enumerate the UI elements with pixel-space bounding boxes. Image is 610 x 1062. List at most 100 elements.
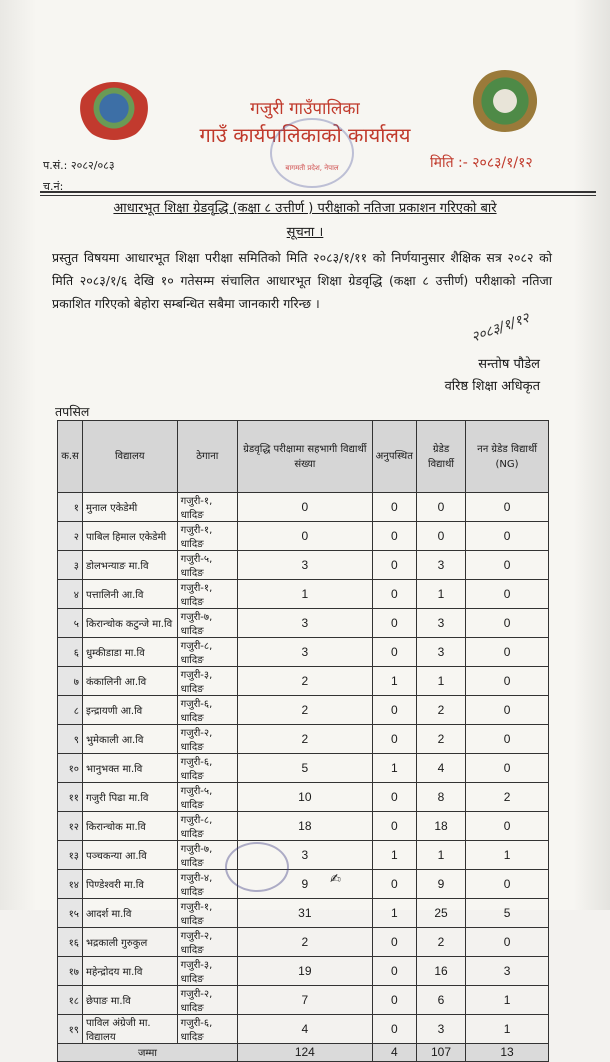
total-label: जम्मा xyxy=(56,1043,239,1062)
column-header: नन ग्रेडेड विद्यार्थी (NG) xyxy=(465,420,549,493)
table-row: ११ गजुरी पिढा मा.वि गजुरी-५, धादिङ 10 0 8 2 xyxy=(57,782,549,812)
signer-title: वरिष्ठ शिक्षा अधिकृत xyxy=(444,379,540,394)
absent-cell: 1 xyxy=(371,840,417,870)
absent-cell: 0 xyxy=(371,695,417,725)
participants-cell: 3 xyxy=(237,550,373,580)
participants-cell: 3 xyxy=(237,608,373,638)
absent-cell: 0 xyxy=(371,579,417,609)
graded-cell: 25 xyxy=(415,898,467,928)
graded-cell: 1 xyxy=(415,579,467,609)
address-cell: गजुरी-३, धादिङ xyxy=(176,666,239,696)
address-cell: गजुरी-६, धादिङ xyxy=(176,1014,239,1044)
participants-cell: 4 xyxy=(237,1014,373,1044)
school-cell: पाबिल हिमाल एकेडेमी xyxy=(82,521,178,551)
signature-bottom-mark: ✍ xyxy=(330,872,341,887)
graded-cell: 3 xyxy=(415,1014,467,1044)
school-cell: महेन्द्रोदय मा.वि xyxy=(82,956,178,986)
address-cell: गजुरी-६, धादिङ xyxy=(176,695,239,725)
school-cell: इन्द्रायणी आ.वि xyxy=(82,695,178,725)
non-graded-cell: 0 xyxy=(465,724,549,754)
participants-cell: 10 xyxy=(237,782,373,812)
participants-cell: 2 xyxy=(237,666,373,696)
office-stamp-bottom xyxy=(225,842,289,892)
table-row: १७ महेन्द्रोदय मा.वि गजुरी-३, धादिङ 19 0 16 3 xyxy=(57,956,549,986)
column-header: ग्रेडवृद्धि परीक्षामा सहभागी विद्यार्थी … xyxy=(237,420,373,493)
address-cell: गजुरी-२, धादिङ xyxy=(176,985,239,1015)
column-header: ग्रेडेड विद्यार्थी xyxy=(415,420,467,493)
graded-cell: 8 xyxy=(415,782,467,812)
graded-cell: 16 xyxy=(415,956,467,986)
non-graded-cell: 0 xyxy=(465,811,549,841)
serial-cell: २ xyxy=(57,521,83,551)
graded-cell: 2 xyxy=(415,695,467,725)
column-header: विद्यालय xyxy=(82,420,178,493)
table-row: १६ भद्रकाली गुरुकुल गजुरी-२, धादिङ 2 0 2 0 xyxy=(57,927,549,957)
office-stamp: बागमती प्रदेश, नेपाल xyxy=(270,118,354,188)
address-cell: गजुरी-७, धादिङ xyxy=(176,608,239,638)
participants-cell: 2 xyxy=(237,927,373,957)
school-cell: पञ्चकन्या आ.वि xyxy=(82,840,178,870)
table-row: १५ आदर्श मा.वि गजुरी-१, धादिङ 31 1 25 5 xyxy=(57,898,549,928)
absent-cell: 0 xyxy=(371,782,417,812)
total-value: 124 xyxy=(237,1043,373,1062)
serial-cell: १ xyxy=(57,492,83,522)
school-cell: पिण्डेश्वरी मा.वि xyxy=(82,869,178,899)
graded-cell: 3 xyxy=(415,637,467,667)
school-cell: गजुरी पिढा मा.वि xyxy=(82,782,178,812)
school-cell: छेपाङ मा.वि xyxy=(82,985,178,1015)
address-cell: गजुरी-१, धादिङ xyxy=(176,492,239,522)
serial-cell: ९ xyxy=(57,724,83,754)
school-cell: मुनाल एकेडेमी xyxy=(82,492,178,522)
total-value: 107 xyxy=(415,1043,467,1062)
header-divider-thin xyxy=(40,195,596,196)
absent-cell: 0 xyxy=(371,550,417,580)
school-cell: भुमेकाली आ.वि xyxy=(82,724,178,754)
table-header-row: क.स विद्यालय ठेगाना ग्रेडवृद्धि परीक्षामा स… xyxy=(57,420,549,493)
dispatch-number: च.नं: xyxy=(43,180,64,193)
address-cell: गजुरी-५, धादिङ xyxy=(176,782,239,812)
school-cell: पत्तालिनी आ.वि xyxy=(82,579,178,609)
school-cell: धुम्कीडाडा मा.वि xyxy=(82,637,178,667)
participants-cell: 0 xyxy=(237,521,373,551)
school-cell: डोलभन्याङ मा.वि xyxy=(82,550,178,580)
table-row: ६ धुम्कीडाडा मा.वि गजुरी-८, धादिङ 3 0 3 0 xyxy=(57,637,549,667)
table-row: १९ पाविल अंग्रेजी मा. विद्यालय गजुरी-६, धा… xyxy=(57,1014,549,1044)
non-graded-cell: 0 xyxy=(465,637,549,667)
graded-cell: 1 xyxy=(415,840,467,870)
serial-cell: १५ xyxy=(57,898,83,928)
serial-cell: ११ xyxy=(57,782,83,812)
non-graded-cell: 1 xyxy=(465,840,549,870)
school-cell: भानुभक्त मा.वि xyxy=(82,753,178,783)
address-cell: गजुरी-२, धादिङ xyxy=(176,724,239,754)
absent-cell: 0 xyxy=(371,608,417,638)
table-row: १० भानुभक्त मा.वि गजुरी-६, धादिङ 5 1 4 0 xyxy=(57,753,549,783)
serial-cell: ६ xyxy=(57,637,83,667)
graded-cell: 0 xyxy=(415,492,467,522)
participants-cell: 3 xyxy=(237,637,373,667)
table-row: १८ छेपाङ मा.वि गजुरी-२, धादिङ 7 0 6 1 xyxy=(57,985,549,1015)
absent-cell: 0 xyxy=(371,869,417,899)
table-row: ५ किरान्चोक कटुन्जे मा.वि गजुरी-७, धादिङ 3 0… xyxy=(57,608,549,638)
non-graded-cell: 1 xyxy=(465,985,549,1015)
participants-cell: 7 xyxy=(237,985,373,1015)
letter-date: मिति :- २०८३/१/१२ xyxy=(430,155,533,171)
participants-cell: 2 xyxy=(237,724,373,754)
serial-cell: ४ xyxy=(57,579,83,609)
address-cell: गजुरी-१, धादिङ xyxy=(176,898,239,928)
address-cell: गजुरी-१, धादिङ xyxy=(176,521,239,551)
address-cell: गजुरी-१, धादिङ xyxy=(176,579,239,609)
address-cell: गजुरी-३, धादिङ xyxy=(176,956,239,986)
non-graded-cell: 0 xyxy=(465,579,549,609)
serial-cell: १९ xyxy=(57,1014,83,1044)
absent-cell: 0 xyxy=(371,1014,417,1044)
table-row: १४ पिण्डेश्वरी मा.वि गजुरी-४, धादिङ 9 0 9 0 xyxy=(57,869,549,899)
table-row: ३ डोलभन्याङ मा.वि गजुरी-५, धादिङ 3 0 3 0 xyxy=(57,550,549,580)
serial-cell: १४ xyxy=(57,869,83,899)
graded-cell: 3 xyxy=(415,608,467,638)
graded-cell: 2 xyxy=(415,724,467,754)
subject-line: आधारभूत शिक्षा ग्रेडवृद्धि (कक्षा ८ उत्त… xyxy=(113,201,497,216)
address-cell: गजुरी-२, धादिङ xyxy=(176,927,239,957)
participants-cell: 5 xyxy=(237,753,373,783)
serial-cell: ३ xyxy=(57,550,83,580)
absent-cell: 0 xyxy=(371,927,417,957)
